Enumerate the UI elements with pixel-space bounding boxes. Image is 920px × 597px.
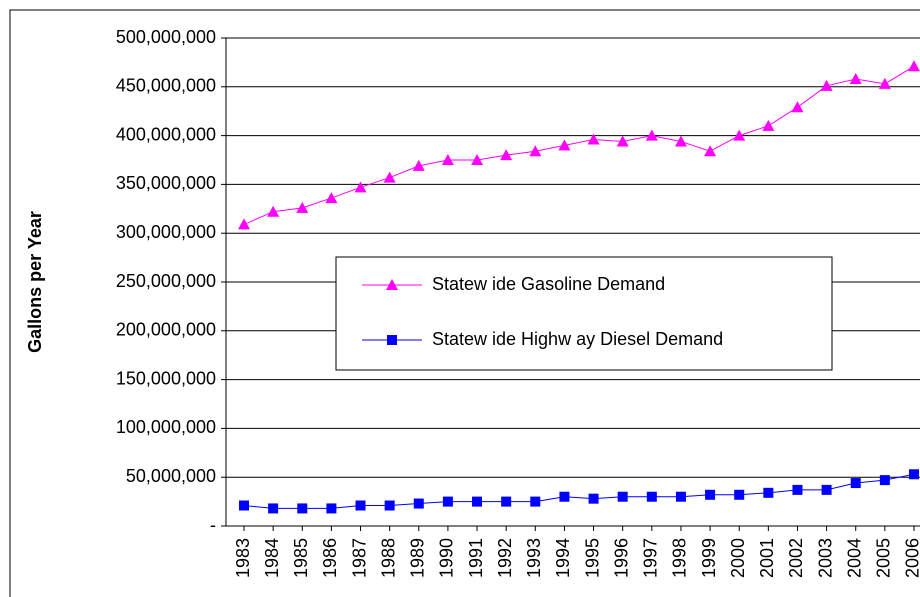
data-point bbox=[674, 135, 687, 147]
data-point bbox=[387, 335, 397, 345]
data-point bbox=[355, 500, 366, 511]
data-point bbox=[908, 469, 919, 480]
data-point bbox=[646, 491, 657, 502]
x-tick-label: 1987 bbox=[349, 538, 369, 578]
data-point bbox=[354, 181, 367, 193]
data-point bbox=[267, 205, 280, 217]
y-tick-label: 50,000,000 bbox=[126, 466, 216, 486]
y-tick-label: 300,000,000 bbox=[116, 222, 216, 242]
x-tick-label: 1997 bbox=[641, 538, 661, 578]
x-tick-label: 1993 bbox=[524, 538, 544, 578]
data-point bbox=[386, 279, 398, 290]
x-tick-label: 1983 bbox=[233, 538, 253, 578]
data-point bbox=[879, 475, 890, 486]
x-tick-label: 1985 bbox=[291, 538, 311, 578]
data-point bbox=[383, 171, 396, 183]
data-point bbox=[821, 484, 832, 495]
data-point bbox=[587, 133, 600, 145]
data-point bbox=[791, 101, 804, 113]
x-tick-label: 1984 bbox=[262, 538, 282, 578]
data-point bbox=[734, 489, 745, 500]
data-point bbox=[588, 493, 599, 504]
x-tick-label: 1995 bbox=[582, 538, 602, 578]
data-point bbox=[268, 503, 279, 514]
data-point bbox=[849, 72, 862, 84]
legend-label: Statew ide Highw ay Diesel Demand bbox=[432, 329, 723, 349]
x-tick-label: 2003 bbox=[815, 538, 835, 578]
x-tick-label: 2002 bbox=[786, 538, 806, 578]
data-point bbox=[529, 145, 542, 157]
y-tick-label: 450,000,000 bbox=[116, 76, 216, 96]
data-point bbox=[907, 60, 920, 72]
y-tick-label: 350,000,000 bbox=[116, 173, 216, 193]
data-point bbox=[441, 154, 454, 165]
series-line bbox=[243, 65, 915, 225]
x-tick-label: 1992 bbox=[495, 538, 515, 578]
y-tick-label: 200,000,000 bbox=[116, 320, 216, 340]
x-tick-label: 1994 bbox=[553, 538, 573, 578]
data-point bbox=[617, 491, 628, 502]
data-point bbox=[559, 491, 570, 502]
data-point bbox=[792, 484, 803, 495]
y-axis-label: Gallons per Year bbox=[25, 211, 45, 353]
y-tick-label: - bbox=[210, 515, 216, 535]
legend bbox=[335, 256, 833, 371]
y-tick-label: 400,000,000 bbox=[116, 124, 216, 144]
data-point bbox=[472, 496, 483, 507]
data-point bbox=[675, 491, 686, 502]
x-tick-label: 1998 bbox=[670, 538, 690, 578]
data-point bbox=[501, 496, 512, 507]
legend-label: Statew ide Gasoline Demand bbox=[432, 274, 665, 294]
x-tick-label: 1989 bbox=[408, 538, 428, 578]
data-point bbox=[238, 218, 250, 230]
data-point bbox=[384, 500, 395, 511]
y-tick-label: 500,000,000 bbox=[116, 27, 216, 47]
data-point bbox=[878, 77, 891, 89]
x-tick-label: 1991 bbox=[466, 538, 486, 578]
x-tick-label: 2001 bbox=[757, 538, 777, 578]
data-point bbox=[412, 159, 425, 171]
x-tick-label: 2004 bbox=[844, 538, 864, 578]
data-point bbox=[530, 496, 541, 507]
x-tick-label: 1988 bbox=[378, 538, 398, 578]
x-tick-label: 1999 bbox=[699, 538, 719, 578]
data-point bbox=[645, 129, 658, 141]
y-tick-label: 150,000,000 bbox=[116, 368, 216, 388]
series bbox=[238, 60, 920, 230]
data-point bbox=[239, 500, 249, 511]
data-point bbox=[704, 145, 717, 157]
data-point bbox=[296, 201, 309, 213]
data-point bbox=[325, 192, 338, 204]
data-point bbox=[471, 154, 484, 165]
data-point bbox=[616, 135, 629, 147]
data-point bbox=[705, 489, 716, 500]
data-point bbox=[850, 478, 861, 489]
data-point bbox=[442, 496, 453, 507]
chart-frame bbox=[9, 9, 920, 597]
data-point bbox=[500, 149, 513, 161]
x-tick-label: 1986 bbox=[320, 538, 340, 578]
data-point bbox=[763, 487, 774, 498]
data-point bbox=[297, 503, 308, 514]
y-tick-label: 100,000,000 bbox=[116, 417, 216, 437]
x-tick-label: 1990 bbox=[437, 538, 457, 578]
x-tick-label: 1996 bbox=[611, 538, 631, 578]
x-tick-label: 2005 bbox=[874, 538, 894, 578]
series bbox=[239, 469, 919, 514]
x-tick-label: 2000 bbox=[728, 538, 748, 578]
data-point bbox=[820, 79, 833, 91]
y-tick-label: 250,000,000 bbox=[116, 271, 216, 291]
series-line bbox=[243, 473, 915, 509]
x-tick-label: 2006 bbox=[903, 538, 920, 578]
data-point bbox=[413, 498, 424, 509]
data-point bbox=[326, 503, 337, 514]
data-point bbox=[733, 129, 746, 141]
data-point bbox=[558, 139, 571, 151]
data-point bbox=[762, 119, 775, 131]
